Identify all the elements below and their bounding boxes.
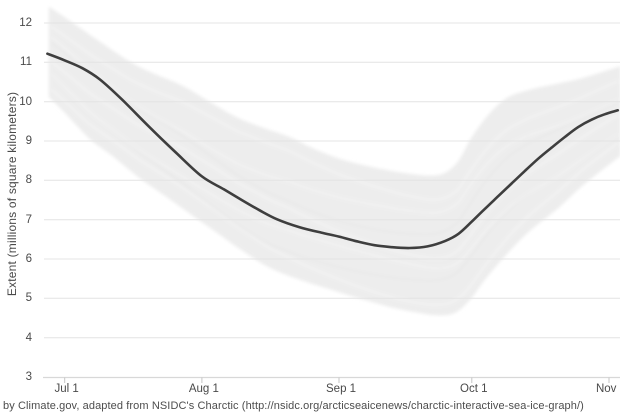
x-axis xyxy=(43,376,620,383)
band-streak xyxy=(50,25,619,201)
y-tick-label: 3 xyxy=(25,370,32,383)
y-tick-label: 8 xyxy=(25,174,32,187)
y-tick-label: 4 xyxy=(25,331,32,344)
y-tick-label: 10 xyxy=(19,95,32,108)
band-area xyxy=(48,6,620,316)
x-tick-label: Oct 1 xyxy=(460,383,488,395)
y-tick-label: 6 xyxy=(25,252,32,265)
band-streak xyxy=(50,88,619,306)
x-tick-label: Nov 1 xyxy=(595,383,620,395)
extent-line-path xyxy=(46,52,620,250)
y-tick-label: 7 xyxy=(25,213,32,226)
band-streak xyxy=(51,74,619,282)
band-streak xyxy=(51,36,619,214)
extent-line xyxy=(46,52,620,250)
x-tick-label: Sep 1 xyxy=(326,383,357,395)
gridlines xyxy=(44,22,620,339)
x-tick-label: Aug 1 xyxy=(188,383,219,395)
band-streak xyxy=(50,73,619,269)
band-streak xyxy=(50,61,619,260)
y-tick-label: 5 xyxy=(25,292,32,305)
y-tick-label: 11 xyxy=(20,56,32,69)
x-tick-label: Jul 1 xyxy=(54,383,79,395)
source-caption: by Climate.gov, adapted from NSIDC's Cha… xyxy=(3,400,584,412)
y-tick-label: 9 xyxy=(25,134,32,147)
y-tick-label: 12 xyxy=(19,17,32,29)
